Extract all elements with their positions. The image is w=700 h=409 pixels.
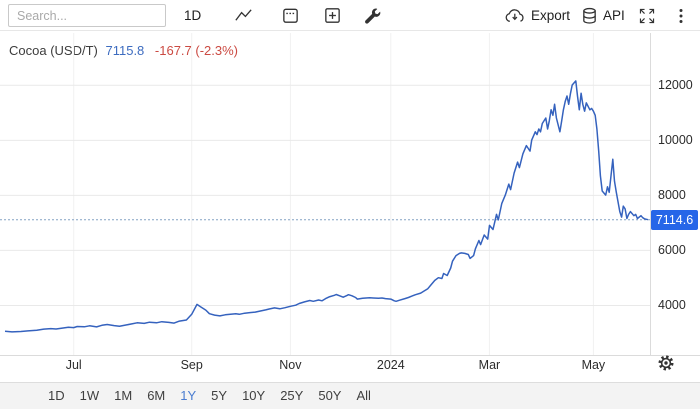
price-plot[interactable]	[0, 33, 650, 355]
export-label: Export	[531, 8, 571, 23]
api-button[interactable]: API	[581, 4, 625, 27]
y-axis-label: 6000	[658, 243, 686, 258]
range-selector: 1D 1W 1M 6M 1Y 5Y 10Y 25Y 50Y All	[0, 382, 700, 409]
y-axis-label: 12000	[658, 78, 693, 93]
date-range-button[interactable]	[281, 4, 300, 27]
api-label: API	[603, 8, 625, 23]
x-axis-label: Nov	[279, 358, 302, 372]
range-item-6m[interactable]: 6M	[147, 388, 166, 403]
x-axis: Jul Sep Nov 2024 Mar May	[0, 357, 650, 375]
toolbar: 1D	[0, 0, 700, 31]
indicators-button[interactable]	[362, 4, 381, 27]
y-axis: 4000 6000 8000 10000 12000	[650, 0, 700, 380]
current-price-badge: 7114.6	[651, 209, 698, 230]
line-chart-icon	[233, 5, 254, 26]
range-item-10y[interactable]: 10Y	[242, 388, 266, 403]
y-axis-label: 8000	[658, 188, 686, 203]
gear-icon	[657, 355, 675, 375]
database-icon	[581, 7, 598, 25]
x-axis-label: Jul	[65, 358, 82, 372]
legend: Cocoa (USD/T) 7115.8 -167.7 (-2.3%)	[9, 43, 238, 58]
range-item-50y[interactable]: 50Y	[318, 388, 342, 403]
y-axis-label: 10000	[658, 133, 693, 148]
range-item-1d[interactable]: 1D	[48, 388, 65, 403]
range-item-1m[interactable]: 1M	[114, 388, 133, 403]
y-axis-label: 4000	[658, 298, 686, 313]
more-menu-button[interactable]	[673, 4, 689, 27]
cloud-download-icon	[504, 7, 526, 25]
wrench-icon	[362, 6, 381, 25]
add-square-icon	[323, 6, 342, 25]
range-item-25y[interactable]: 25Y	[280, 388, 304, 403]
range-item-1y[interactable]: 1Y	[180, 388, 197, 403]
price-change: -167.7 (-2.3%)	[154, 43, 238, 58]
price-line	[4, 80, 649, 333]
x-axis-separator	[0, 355, 700, 356]
fullscreen-button[interactable]	[638, 4, 656, 27]
fullscreen-icon	[638, 7, 656, 25]
range-item-all[interactable]: All	[356, 388, 371, 403]
x-axis-label: Mar	[478, 358, 501, 372]
calendar-icon	[281, 6, 300, 25]
compare-add-button[interactable]	[323, 4, 342, 27]
x-axis-label: Sep	[180, 358, 203, 372]
x-axis-label: 2024	[376, 358, 405, 372]
interval-button[interactable]: 1D	[184, 4, 201, 27]
instrument-name: Cocoa (USD/T)	[9, 43, 98, 58]
range-item-1w[interactable]: 1W	[79, 388, 100, 403]
kebab-menu-icon	[673, 7, 689, 25]
search-input[interactable]	[8, 4, 166, 27]
range-item-5y[interactable]: 5Y	[211, 388, 228, 403]
settings-button[interactable]	[656, 354, 676, 374]
export-button[interactable]: Export	[504, 4, 570, 27]
y-axis-separator	[650, 33, 651, 355]
last-price: 7115.8	[105, 43, 145, 58]
x-axis-label: May	[581, 358, 606, 372]
chart-type-button[interactable]	[233, 4, 254, 27]
